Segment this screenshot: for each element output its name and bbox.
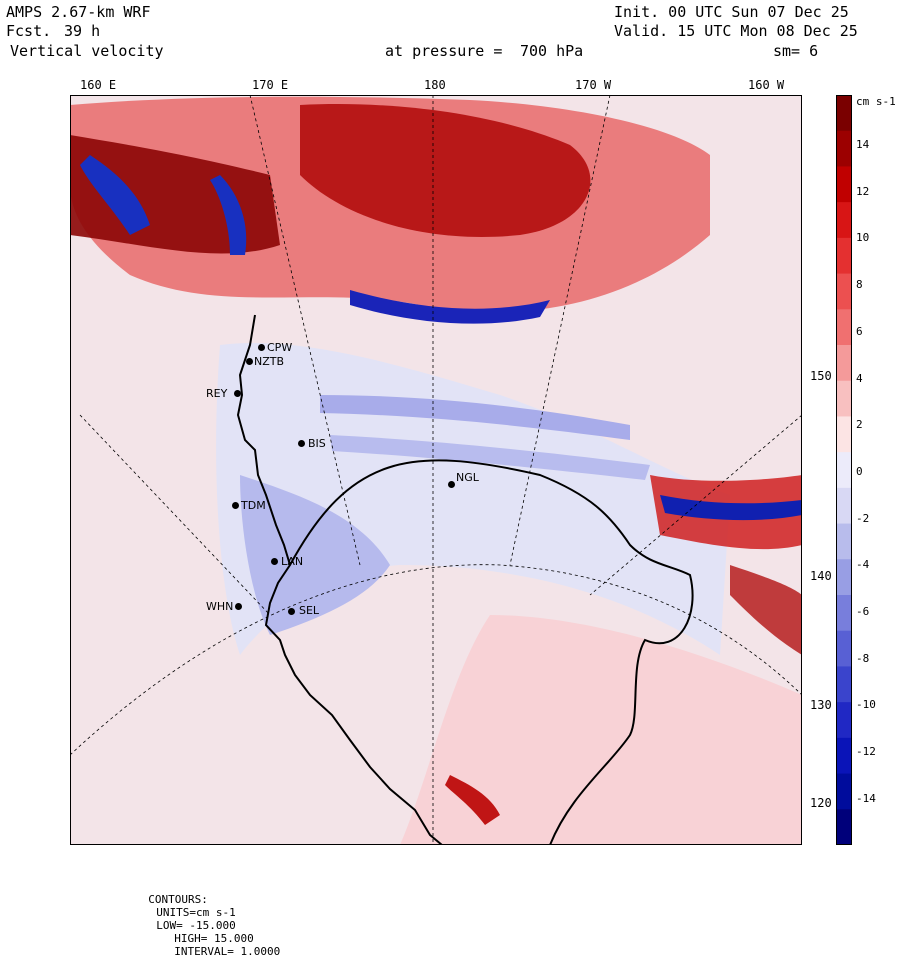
colorbar-swatch xyxy=(836,273,852,310)
ascent-core xyxy=(300,104,591,237)
colorbar-tick-label: -2 xyxy=(856,511,870,525)
station-cpw-dot xyxy=(258,344,265,351)
colorbar-tick-label: 12 xyxy=(856,184,870,198)
valid-time: Valid. 15 UTC Mon 08 Dec 25 xyxy=(614,22,858,40)
colorbar-tick-label: 0 xyxy=(856,464,863,478)
graticule xyxy=(70,95,802,845)
colorbar-tick-label: 6 xyxy=(856,324,863,338)
colorbar-swatch xyxy=(836,702,852,739)
colorbar-frame xyxy=(836,95,852,845)
colorbar-swatch xyxy=(836,130,852,167)
colorbar-swatch xyxy=(836,202,852,239)
field-name: Vertical velocity xyxy=(10,42,164,60)
colorbar-swatch xyxy=(836,345,852,382)
footer: CONTOURS: UNITS=cm s-1 LOW= -15.000 HIGH… xyxy=(135,880,280,958)
station-nztb-label: NZTB xyxy=(254,355,285,368)
colorbar xyxy=(836,95,852,845)
footer-low: LOW= -15.000 xyxy=(156,919,236,932)
station-bis-label: BIS xyxy=(308,437,326,450)
vertical-velocity-map xyxy=(70,95,802,845)
smoothing: sm= 6 xyxy=(773,42,819,60)
positive-lower-region xyxy=(400,615,802,845)
colorbar-tick-label: 4 xyxy=(856,371,863,385)
colorbar-tick-label: -12 xyxy=(856,745,876,759)
init-time: Init. 00 UTC Sun 07 Dec 25 xyxy=(614,3,849,21)
colorbar-units: cm s-1 xyxy=(856,95,896,108)
colorbar-tick-label: 14 xyxy=(856,138,870,151)
footer-interval: INTERVAL= 1.0000 xyxy=(174,945,281,958)
lon-label-180: 180 xyxy=(424,78,446,92)
ascent-east-lower xyxy=(730,565,802,655)
colorbar-swatch xyxy=(836,309,852,346)
footer-high: HIGH= 15.000 xyxy=(174,932,254,945)
station-rey-label: REY xyxy=(206,387,228,400)
descent-east xyxy=(660,495,802,521)
colorbar-tick-label: -10 xyxy=(856,698,876,712)
lon-label-160w: 160 W xyxy=(748,78,785,92)
descent-streak-2 xyxy=(330,435,650,480)
colorbar-tick-label: 10 xyxy=(856,231,870,245)
lon-label-170e: 170 E xyxy=(252,78,289,92)
colorbar-swatch xyxy=(836,595,852,632)
descent-west-1 xyxy=(80,155,150,235)
station-sel-dot xyxy=(288,608,295,615)
forecast-hours: 39 h xyxy=(64,22,101,40)
descent-area-coast xyxy=(240,475,390,635)
lon-label-170w: 170 W xyxy=(575,78,612,92)
colorbar-tick-label: -8 xyxy=(856,651,870,665)
station-tdm-label: TDM xyxy=(241,499,266,512)
colorbar-tick-label: 2 xyxy=(856,418,863,432)
descent-streak-1 xyxy=(320,395,630,440)
colorbar-swatch xyxy=(836,559,852,596)
forecast-label: Fcst. xyxy=(6,22,52,40)
model-title: AMPS 2.67-km WRF xyxy=(6,3,151,21)
station-lan-label: LAN xyxy=(281,555,304,568)
colorbar-swatch xyxy=(836,737,852,775)
station-bis-dot xyxy=(298,440,305,447)
colorbar-swatch xyxy=(836,773,852,810)
colorbar-swatch xyxy=(836,523,852,560)
station-lan-dot xyxy=(271,558,278,565)
station-ngl-label: NGL xyxy=(456,471,479,484)
colorbar-tick-label: 8 xyxy=(856,278,863,292)
station-whn-dot xyxy=(235,603,242,610)
descent-band xyxy=(350,290,550,324)
descent-west-2 xyxy=(210,175,247,255)
pressure-label: at pressure = xyxy=(385,42,503,60)
station-tdm-dot xyxy=(232,502,239,509)
colorbar-swatch xyxy=(836,809,852,845)
station-cpw-label: CPW xyxy=(267,341,293,354)
colorbar-swatch xyxy=(836,95,852,132)
coastline xyxy=(236,314,694,845)
station-rey-dot xyxy=(234,390,241,397)
colorbar-swatch xyxy=(836,166,852,203)
colorbar-tick-label: -4 xyxy=(856,558,870,572)
pressure-value: 700 hPa xyxy=(520,42,584,60)
colorbar-tick-label: -6 xyxy=(856,605,870,618)
colorbar-swatch xyxy=(836,666,852,703)
station-whn-label: WHN xyxy=(206,600,234,613)
colorbar-swatch xyxy=(836,630,852,667)
colorbar-tick-label: -14 xyxy=(856,791,876,805)
station-sel-label: SEL xyxy=(299,604,320,617)
lon-label-160e: 160 E xyxy=(80,78,117,92)
station-ngl-dot xyxy=(448,481,455,488)
footer-units: UNITS=cm s-1 xyxy=(156,906,236,919)
colorbar-swatch xyxy=(836,487,852,525)
colorbar-swatch xyxy=(836,452,852,489)
map-frame xyxy=(70,95,802,845)
station-nztb-dot xyxy=(246,358,253,365)
colorbar-swatch xyxy=(836,237,852,275)
ascent-south xyxy=(445,775,500,825)
colorbar-swatch xyxy=(836,416,852,453)
colorbar-swatch xyxy=(836,380,852,417)
